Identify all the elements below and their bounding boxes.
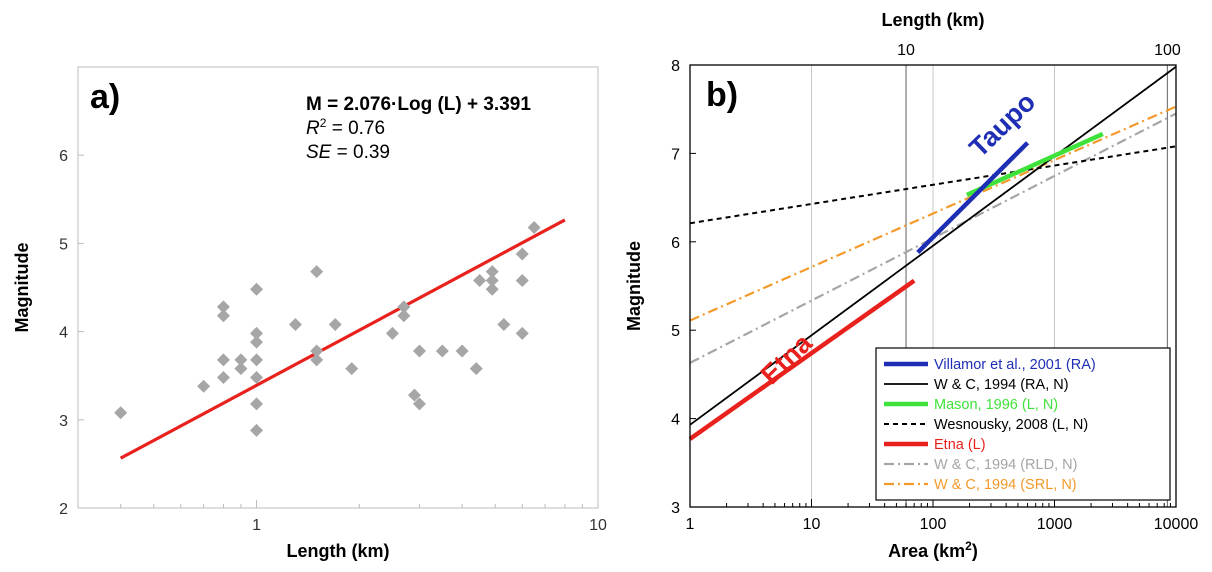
se-value: = 0.39 — [331, 142, 390, 163]
y-tick-label: 4 — [671, 412, 680, 429]
y-tick-label: 6 — [59, 148, 68, 165]
panel-label: a) — [90, 78, 120, 116]
series-line — [689, 66, 1177, 426]
data-point — [515, 326, 529, 340]
panel-label: b) — [706, 76, 738, 114]
data-point — [114, 406, 128, 420]
regression-line — [119, 218, 566, 460]
data-point — [250, 397, 264, 411]
r-superscript: 2 — [320, 116, 327, 130]
data-point — [250, 335, 264, 349]
data-point — [412, 344, 426, 358]
r-squared-value: = 0.76 — [326, 118, 385, 139]
data-point — [216, 370, 230, 384]
data-point — [515, 247, 529, 261]
data-point — [397, 309, 411, 323]
data-point — [345, 362, 359, 376]
data-point — [250, 370, 264, 384]
legend-label: Mason, 1996 (L, N) — [934, 397, 1058, 413]
data-point — [250, 326, 264, 340]
legend-label: Villamor et al., 2001 (RA) — [934, 357, 1096, 373]
y-tick-label: 6 — [671, 235, 680, 252]
data-point — [497, 318, 511, 332]
legend-label: W & C, 1994 (RLD, N) — [934, 457, 1077, 473]
x-axis-title-end: ) — [972, 541, 978, 561]
data-point — [310, 265, 324, 279]
x-tick-label: 1 — [686, 516, 695, 533]
data-point — [515, 273, 529, 287]
series-line — [916, 141, 1030, 254]
data-point — [485, 265, 499, 279]
x-axis-title-main: Area (km — [888, 541, 965, 561]
series-line — [965, 131, 1104, 198]
data-point — [216, 300, 230, 314]
data-point — [234, 353, 248, 367]
data-point — [407, 388, 421, 402]
r-label: R — [306, 118, 320, 139]
y-axis-title: Magnitude — [12, 243, 32, 333]
y-tick-label: 2 — [59, 501, 68, 518]
data-point — [473, 273, 487, 287]
data-point — [250, 423, 264, 437]
data-point — [288, 318, 302, 332]
top-x-tick-label: 100 — [1154, 42, 1181, 59]
y-tick-label: 3 — [59, 413, 68, 430]
legend: Villamor et al., 2001 (RA) W & C, 1994 (R… — [875, 347, 1171, 501]
legend-label: W & C, 1994 (SRL, N) — [934, 477, 1077, 493]
series-line — [689, 145, 1177, 225]
data-point — [216, 309, 230, 323]
x-axis-title: Length (km) — [287, 541, 390, 561]
plot-frame — [689, 64, 1177, 508]
y-tick-label: 4 — [59, 325, 68, 342]
data-point — [485, 273, 499, 287]
legend-label: W & C, 1994 (RA, N) — [934, 377, 1069, 393]
y-tick-label: 5 — [59, 236, 68, 253]
series-line — [689, 112, 1177, 364]
data-point — [310, 353, 324, 367]
y-axis-title: Magnitude — [624, 241, 644, 331]
data-point — [485, 282, 499, 296]
y-tick-label: 8 — [671, 58, 680, 75]
r-squared-text: R2 = 0.76 — [306, 116, 385, 139]
top-axis-title: Length (km) — [882, 10, 985, 30]
data-point — [527, 221, 541, 235]
x-tick-label: 100 — [920, 516, 947, 533]
x-axis-title: Area (km2) — [888, 539, 978, 561]
data-point — [455, 344, 469, 358]
legend-label: Etna (L) — [934, 437, 986, 453]
data-point — [435, 344, 449, 358]
data-point — [328, 318, 342, 332]
top-x-tick-label: 10 — [897, 42, 915, 59]
y-tick-label: 7 — [671, 146, 680, 163]
x-tick-label: 10 — [589, 517, 607, 534]
data-point — [469, 362, 483, 376]
data-point — [216, 353, 230, 367]
x-tick-label: 10 — [803, 516, 821, 533]
data-point — [397, 300, 411, 314]
data-point — [250, 282, 264, 296]
x-tick-label: 1000 — [1037, 516, 1073, 533]
legend-label: Wesnousky, 2008 (L, N) — [934, 417, 1088, 433]
y-tick-label: 5 — [671, 323, 680, 340]
x-tick-label: 1 — [252, 517, 261, 534]
equation-text: M = 2.076·Log (L) + 3.391 — [306, 94, 531, 115]
data-point — [385, 326, 399, 340]
data-point — [412, 397, 426, 411]
x-tick-label: 10000 — [1154, 516, 1199, 533]
data-point — [197, 379, 211, 393]
y-tick-label: 3 — [671, 500, 680, 517]
se-label: SE — [306, 142, 332, 163]
data-point — [234, 362, 248, 376]
series-line — [688, 278, 916, 441]
data-point — [250, 353, 264, 367]
x-axis-title-superscript: 2 — [965, 539, 972, 553]
data-point — [310, 344, 324, 358]
series-line — [689, 105, 1177, 322]
standard-error-text: SE = 0.39 — [306, 142, 390, 163]
